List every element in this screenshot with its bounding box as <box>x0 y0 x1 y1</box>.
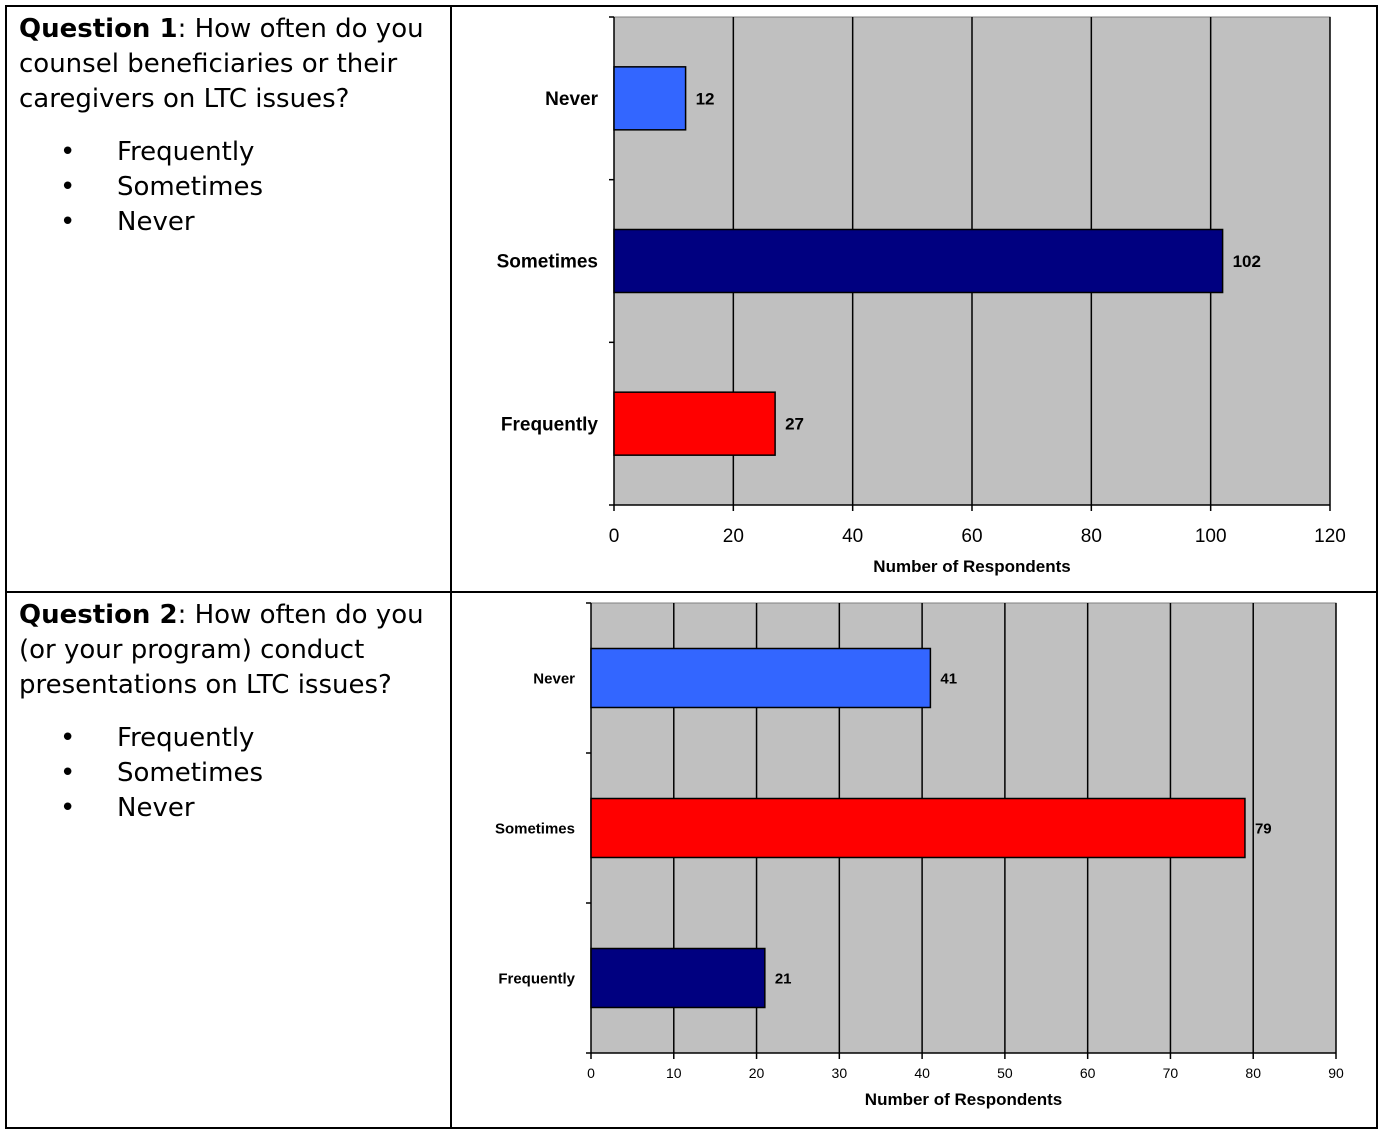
question-cell-2: Question 2: How often do you (or your pr… <box>5 591 452 1129</box>
question-cell-1: Question 1: How often do you counsel ben… <box>5 5 452 593</box>
category-label: Sometimes <box>495 820 575 837</box>
data-label: 41 <box>940 670 957 687</box>
bar <box>590 797 1246 859</box>
data-label: 79 <box>1255 820 1272 837</box>
x-tick-label: 90 <box>1328 1065 1344 1081</box>
question-1-label: Question 1 <box>19 14 178 44</box>
x-tick-label: 10 <box>666 1065 682 1081</box>
bar <box>613 391 776 456</box>
data-label: 21 <box>775 970 792 987</box>
question-2-options: • Frequently • Sometimes • Never <box>7 721 450 826</box>
x-axis-title: Number of Respondents <box>873 557 1070 576</box>
chart-cell-1: Never 12 Sometimes 102 Frequently 27 0 20 40 60 80… <box>450 5 1378 593</box>
x-tick-label: 40 <box>914 1065 930 1081</box>
category-label: Frequently <box>501 414 599 435</box>
option-item: • Sometimes <box>7 756 450 791</box>
category-label: Sometimes <box>497 252 598 273</box>
bar <box>613 66 687 131</box>
category-label: Never <box>533 670 575 687</box>
question-row-2: Question 2: How often do you (or your pr… <box>5 591 1378 1129</box>
x-tick-label: 100 <box>1195 526 1227 547</box>
bullet-icon: • <box>60 137 76 167</box>
x-tick-label: 60 <box>1080 1065 1096 1081</box>
x-tick-label: 70 <box>1163 1065 1179 1081</box>
data-label: 102 <box>1233 252 1261 271</box>
x-tick-label: 120 <box>1314 526 1346 547</box>
category-label: Never <box>545 89 598 110</box>
category-label: Frequently <box>498 970 575 987</box>
bar <box>613 228 1224 294</box>
x-tick-label: 80 <box>1245 1065 1261 1081</box>
x-tick-label: 80 <box>1081 526 1102 547</box>
question-row-1: Question 1: How often do you counsel ben… <box>5 5 1378 593</box>
question-1-text: Question 1: How often do you counsel ben… <box>19 12 440 117</box>
bullet-icon: • <box>60 793 76 823</box>
x-tick-label: 60 <box>961 526 982 547</box>
data-label: 27 <box>785 415 804 434</box>
bar-chart-1: Never 12 Sometimes 102 Frequently 27 0 20 40 60 80… <box>497 16 1346 576</box>
x-tick-label: 20 <box>749 1065 765 1081</box>
survey-table: Question 1: How often do you counsel ben… <box>5 5 1378 1129</box>
bullet-icon: • <box>60 207 76 237</box>
option-item: • Never <box>7 205 450 240</box>
bullet-icon: • <box>60 723 76 753</box>
bar-chart-2: Never 41 Sometimes 79 Frequently 21 0 10 20 30 40 5… <box>495 602 1344 1109</box>
option-item: • Never <box>7 791 450 826</box>
question-2-label: Question 2 <box>19 600 178 630</box>
x-tick-label: 50 <box>997 1065 1013 1081</box>
bar <box>590 947 766 1009</box>
data-label: 12 <box>696 89 715 108</box>
option-item: • Frequently <box>7 721 450 756</box>
bullet-icon: • <box>60 758 76 788</box>
x-tick-label: 40 <box>842 526 863 547</box>
x-tick-label: 0 <box>587 1065 595 1081</box>
question-1-options: • Frequently • Sometimes • Never <box>7 135 450 240</box>
question-1-body: : How often do you counsel beneficiaries… <box>19 14 424 114</box>
x-axis-title: Number of Respondents <box>865 1090 1062 1109</box>
chart-cell-2: Never 41 Sometimes 79 Frequently 21 0 10 20 30 40 5… <box>450 591 1378 1129</box>
bar <box>590 647 932 709</box>
option-item: • Frequently <box>7 135 450 170</box>
option-item: • Sometimes <box>7 170 450 205</box>
x-tick-label: 0 <box>609 526 620 547</box>
question-2-body: : How often do you (or your program) con… <box>19 600 424 700</box>
x-tick-label: 30 <box>832 1065 848 1081</box>
bullet-icon: • <box>60 172 76 202</box>
x-tick-label: 20 <box>723 526 744 547</box>
question-2-text: Question 2: How often do you (or your pr… <box>19 598 440 703</box>
